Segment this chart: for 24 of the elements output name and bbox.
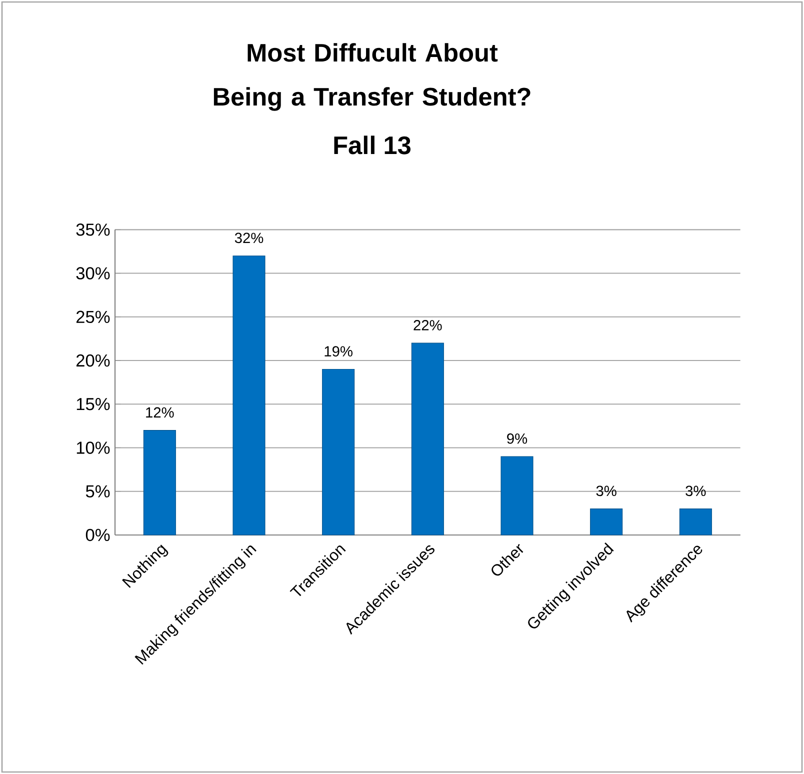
data-label: 19%: [324, 346, 352, 357]
bar: [143, 430, 176, 536]
data-label: 9%: [507, 433, 528, 444]
data-label: 32%: [234, 232, 264, 244]
bar: [679, 508, 712, 536]
y-tick-label: 20%: [76, 354, 110, 367]
bar: [590, 508, 623, 536]
data-label: 3%: [686, 486, 706, 496]
bar: [500, 456, 534, 536]
data-label: 22%: [414, 320, 442, 330]
y-tick-label: 35%: [76, 224, 110, 236]
y-tick-label: 5%: [86, 485, 110, 498]
chart-title: Most Diffucult About Being a Transfer Student?: [214, 43, 530, 111]
y-tick-label: 15%: [76, 398, 110, 410]
y-tick-label: 10%: [76, 442, 110, 454]
data-label: 3%: [596, 486, 616, 496]
y-tick-label: 25%: [76, 310, 110, 324]
bar: [232, 256, 266, 536]
chart-subtitle: Fall 13: [334, 136, 410, 154]
y-tick-label: 30%: [76, 267, 110, 280]
bar: [322, 368, 355, 536]
y-tick-label: 0%: [86, 528, 110, 542]
data-label: 12%: [146, 407, 174, 418]
bar: [411, 342, 444, 536]
